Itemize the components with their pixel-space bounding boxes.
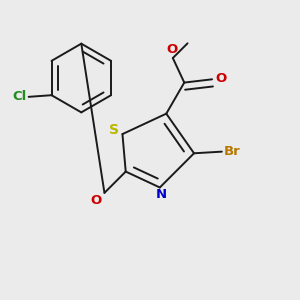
Text: O: O	[166, 43, 177, 56]
Text: Cl: Cl	[13, 90, 27, 103]
Text: N: N	[156, 188, 167, 200]
Text: S: S	[109, 123, 119, 137]
Text: Br: Br	[224, 145, 240, 158]
Text: O: O	[215, 72, 226, 85]
Text: O: O	[91, 194, 102, 208]
